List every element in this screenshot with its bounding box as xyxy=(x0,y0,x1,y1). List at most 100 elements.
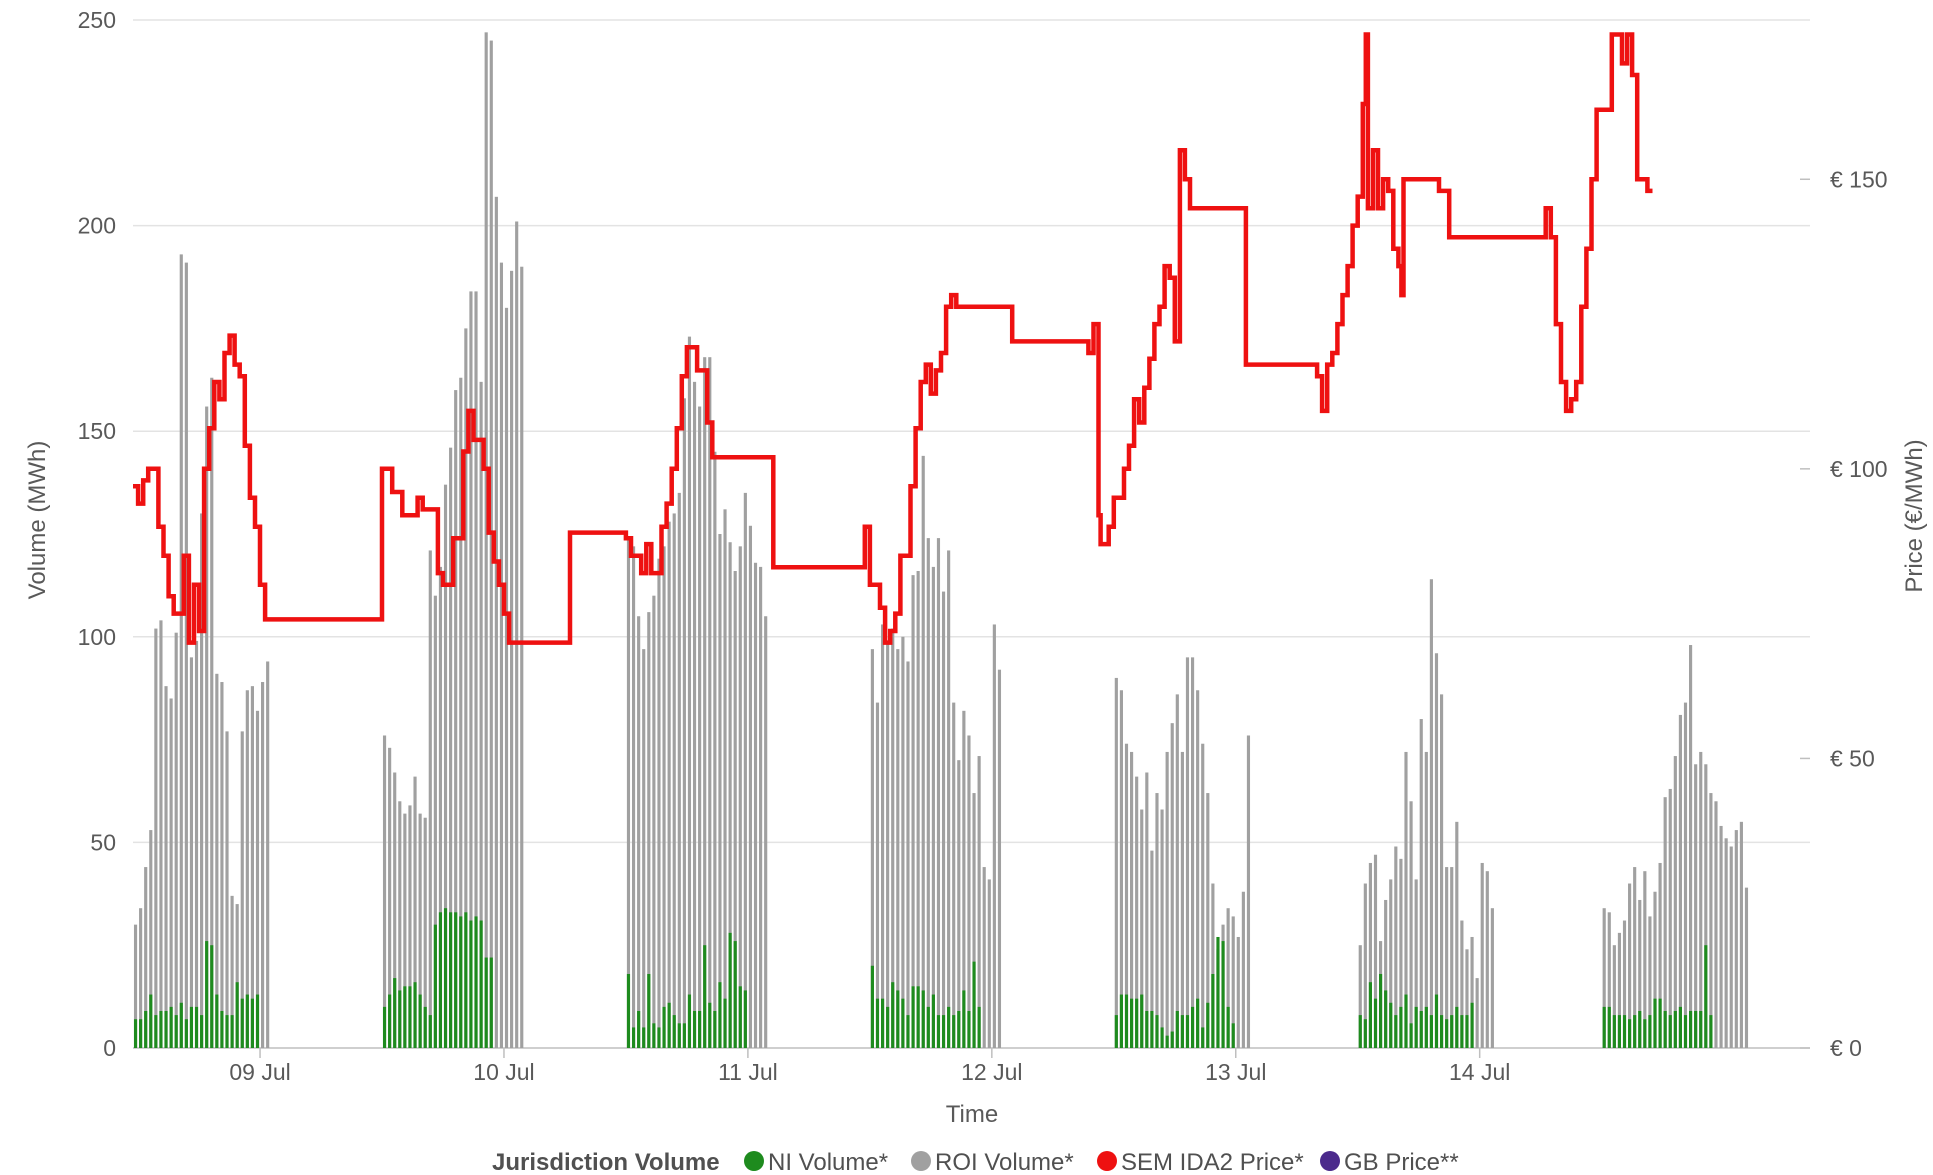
ni-volume-bar xyxy=(642,1027,646,1048)
roi-volume-bar xyxy=(972,793,976,1048)
ni-volume-bar xyxy=(1373,998,1378,1048)
roi-volume-bar xyxy=(759,566,763,1048)
ni-volume-bar xyxy=(1399,1006,1403,1048)
legend-item-roi-volume[interactable]: ROI Volume* xyxy=(911,1149,1074,1175)
roi-volume-bar xyxy=(1617,932,1622,1048)
roi-volume-bar xyxy=(154,628,158,1048)
roi-volume-bar xyxy=(1638,899,1642,1048)
ni-volume-bar xyxy=(870,965,874,1048)
y-right-tick-label: € 50 xyxy=(1830,745,1875,771)
roi-volume-bar xyxy=(1180,751,1184,1048)
roi-volume-bar xyxy=(1236,936,1240,1048)
ni-volume-bar xyxy=(926,1006,930,1048)
roi-volume-bar xyxy=(1150,850,1154,1048)
roi-volume-bar xyxy=(393,772,397,1048)
roi-volume-bar xyxy=(713,451,717,1048)
roi-volume-bar xyxy=(1480,862,1484,1048)
roi-volume-bar xyxy=(1135,776,1139,1048)
ni-volume-bar xyxy=(133,1019,138,1048)
roi-volume-bar xyxy=(743,492,747,1048)
ni-volume-bar xyxy=(423,1006,427,1048)
roi-volume-bar xyxy=(962,710,966,1048)
ni-volume-bar xyxy=(1404,994,1408,1048)
roi-volume-bar xyxy=(184,262,188,1048)
roi-volume-bar xyxy=(194,640,199,1048)
ni-volume-bar xyxy=(1612,1015,1616,1048)
roi-volume-bar xyxy=(1384,899,1388,1048)
roi-volume-bar xyxy=(403,813,407,1048)
roi-volume-bar xyxy=(1704,764,1708,1048)
ni-volume-bar xyxy=(1465,1015,1469,1048)
ni-volume-bar xyxy=(886,1006,890,1048)
ni-volume-bar xyxy=(464,912,468,1048)
ni-volume-bar xyxy=(952,1015,956,1048)
ni-volume-bar xyxy=(1663,1010,1667,1048)
ni-volume-bar xyxy=(962,990,966,1048)
ni-volume-bar xyxy=(703,945,707,1048)
legend-title: Jurisdiction Volume xyxy=(492,1149,720,1175)
ni-volume-bar xyxy=(1180,1015,1184,1048)
ni-volume-bar xyxy=(657,1027,661,1048)
ni-volume-bar xyxy=(428,1015,432,1048)
legend-swatch-gb-price xyxy=(1320,1151,1340,1171)
roi-volume-bar xyxy=(1434,653,1439,1048)
roi-volume-bar xyxy=(1175,694,1179,1048)
roi-volume-bar xyxy=(1404,751,1408,1048)
roi-volume-bar xyxy=(1744,887,1749,1048)
y-right-tick-label: € 150 xyxy=(1830,166,1888,192)
ni-volume-bar xyxy=(1409,1023,1413,1048)
roi-volume-bar xyxy=(1165,751,1169,1048)
roi-volume-bar xyxy=(1628,883,1632,1048)
ni-volume-bar xyxy=(687,994,692,1048)
roi-volume-bar xyxy=(164,686,168,1048)
y-axis-right-ticks: € 0 € 50 € 100 € 150 xyxy=(1800,166,1888,1061)
ni-volume-bar xyxy=(1130,998,1134,1048)
roi-volume-bar xyxy=(703,357,707,1049)
legend-item-ni-volume[interactable]: NI Volume* xyxy=(744,1149,888,1175)
roi-volume-bar xyxy=(144,867,148,1048)
roi-volume-bar xyxy=(398,801,402,1048)
roi-volume-bar xyxy=(510,270,514,1048)
ni-volume-bar xyxy=(931,994,935,1048)
roi-volume-bar xyxy=(423,817,427,1048)
roi-volume-bar xyxy=(667,521,671,1048)
ni-volume-bar xyxy=(184,1019,188,1048)
ni-volume-bar xyxy=(723,998,727,1048)
ni-volume-bar xyxy=(698,1010,702,1048)
y-left-tick-label: 200 xyxy=(78,213,116,239)
roi-volume-bar xyxy=(718,534,722,1048)
roi-volume-bar xyxy=(1607,912,1611,1048)
roi-volume-bar xyxy=(255,710,260,1048)
y-axis-right-title: Price (€/MWh) xyxy=(1901,439,1928,592)
legend-item-sem-ida2-price[interactable]: SEM IDA2 Price* xyxy=(1097,1149,1304,1175)
roi-volume-bar xyxy=(1485,871,1489,1048)
ni-volume-bar xyxy=(1643,1019,1647,1048)
ni-volume-bar xyxy=(408,986,412,1048)
ni-volume-bar xyxy=(1170,1031,1174,1048)
roi-volume-bar xyxy=(723,509,727,1048)
roi-volume-bar xyxy=(647,612,651,1048)
ni-volume-bar xyxy=(738,986,742,1048)
roi-volume-bar xyxy=(1185,657,1190,1048)
roi-volume-bar xyxy=(139,908,143,1048)
roi-volume-bar xyxy=(1145,772,1149,1048)
roi-volume-bar xyxy=(1465,949,1469,1048)
roi-volume-bar xyxy=(479,381,483,1049)
roi-volume-bar xyxy=(941,591,946,1048)
roi-volume-bar xyxy=(672,513,676,1048)
ni-volume-bar xyxy=(1653,998,1657,1048)
legend-item-gb-price[interactable]: GB Price** xyxy=(1320,1149,1459,1175)
legend: Jurisdiction Volume NI Volume* ROI Volum… xyxy=(492,1149,1459,1175)
roi-volume-bar xyxy=(1363,883,1367,1048)
roi-volume-bar xyxy=(1450,867,1454,1048)
legend-label-ni-volume: NI Volume* xyxy=(768,1149,888,1175)
roi-volume-bar xyxy=(1124,743,1129,1048)
legend-label-roi-volume: ROI Volume* xyxy=(935,1149,1074,1175)
ni-volume-bar xyxy=(637,1010,641,1048)
roi-volume-bar xyxy=(504,307,509,1049)
ni-volume-bar xyxy=(1175,1010,1179,1048)
ni-volume-bar xyxy=(1145,1010,1149,1048)
roi-volume-bar xyxy=(1673,756,1677,1048)
roi-volume-bar xyxy=(1155,793,1159,1048)
ni-volume-bar xyxy=(1694,1010,1698,1048)
